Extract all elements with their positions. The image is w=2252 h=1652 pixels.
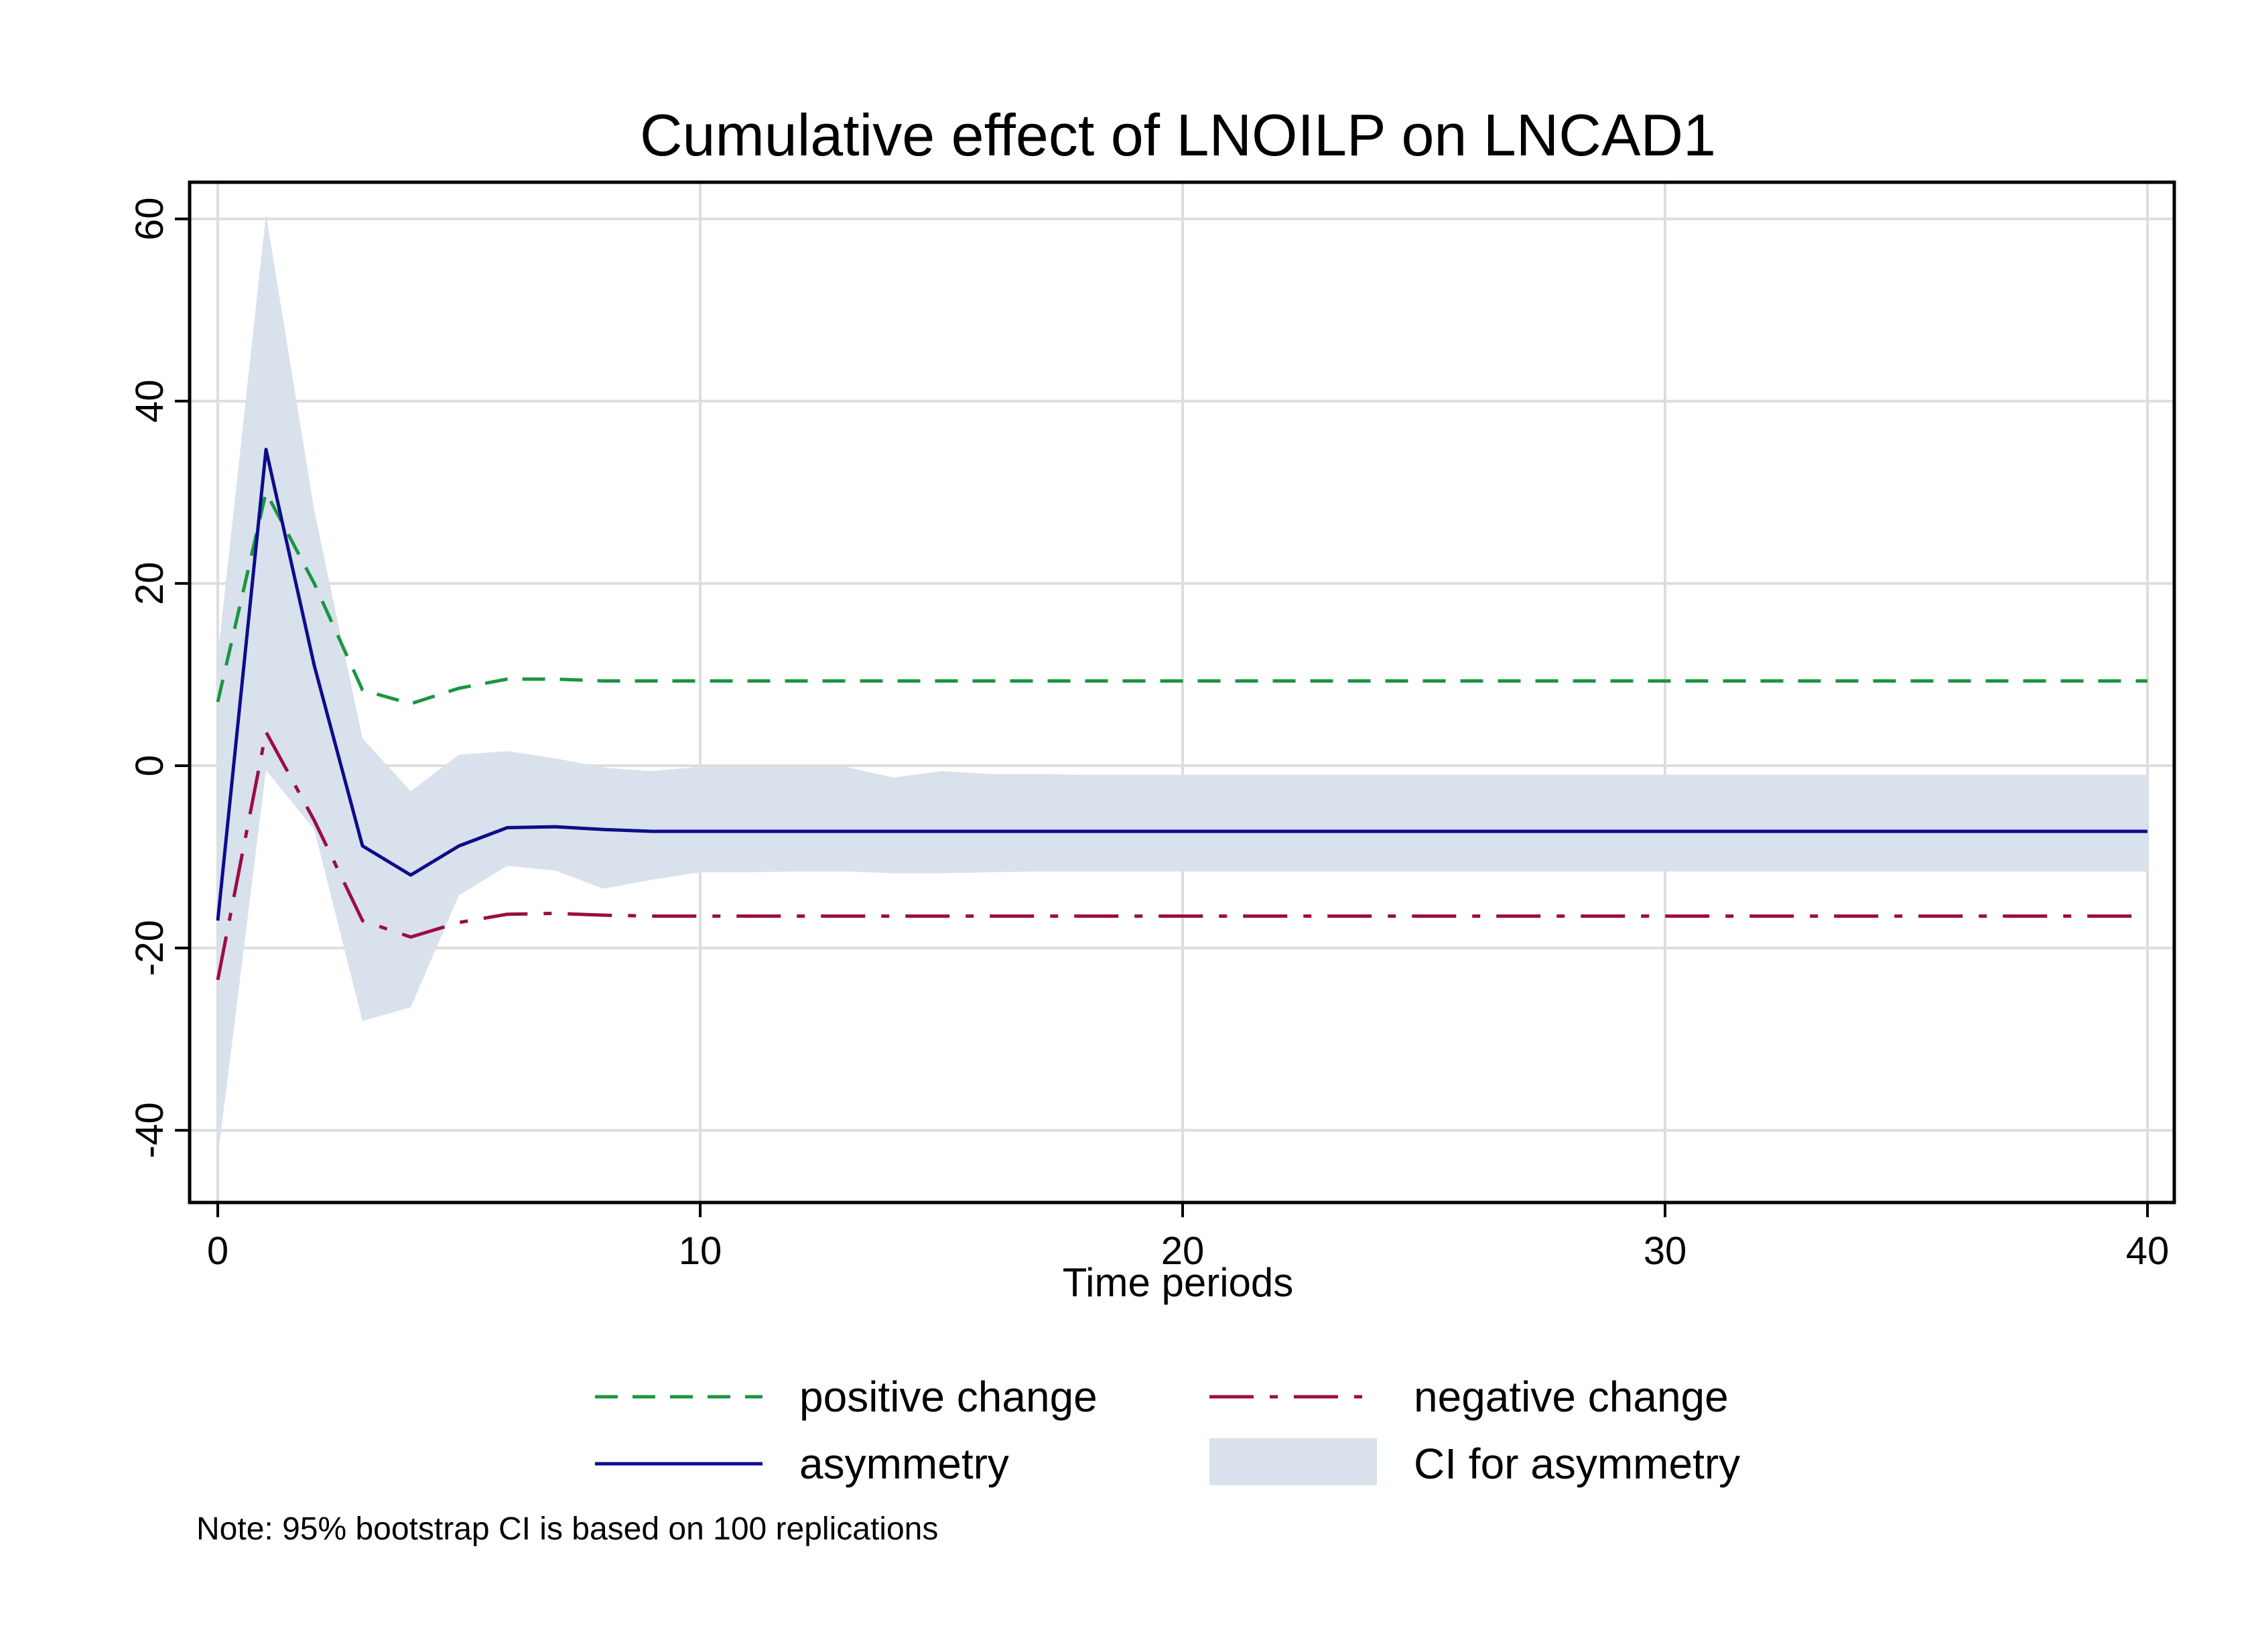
y-tick-label-1: -20 xyxy=(128,920,172,976)
legend-ci-swatch xyxy=(1209,1438,1377,1485)
positive-change-line xyxy=(216,490,2147,705)
y-tick-label-4: 40 xyxy=(128,380,172,423)
plot-area: 0 10 20 30 40 -40 -20 0 20 40 60 xyxy=(128,180,2176,1273)
x-tick-label-4: 40 xyxy=(2126,1229,2170,1273)
chart-note: Note: 95% bootstrap CI is based on 100 r… xyxy=(196,1511,938,1547)
legend-asymmetry-label: asymmetry xyxy=(799,1440,1009,1488)
y-tick-label-5: 60 xyxy=(128,197,172,240)
x-tick-label-1: 10 xyxy=(679,1229,722,1273)
legend: positive change negative change asymmetry C… xyxy=(595,1373,1740,1488)
x-axis-label: Time periods xyxy=(1063,1260,1294,1305)
x-tick-label-2: 20 xyxy=(1161,1229,1205,1273)
y-tick-label-0: -40 xyxy=(128,1102,172,1158)
y-tick-label-2: 0 xyxy=(128,755,172,776)
legend-positive-change-label: positive change xyxy=(799,1373,1098,1421)
chart-title: Cumulative effect of LNOILP on LNCAD1 xyxy=(640,102,1716,168)
asymmetry-line xyxy=(216,448,2147,921)
y-tick-label-3: 20 xyxy=(128,562,172,606)
legend-ci-label: CI for asymmetry xyxy=(1414,1440,1740,1488)
legend-negative-change-label: negative change xyxy=(1414,1373,1729,1421)
x-tick-label-3: 30 xyxy=(1644,1229,1687,1273)
x-tick-label-0: 0 xyxy=(207,1229,228,1273)
negative-change-line xyxy=(216,730,2147,981)
